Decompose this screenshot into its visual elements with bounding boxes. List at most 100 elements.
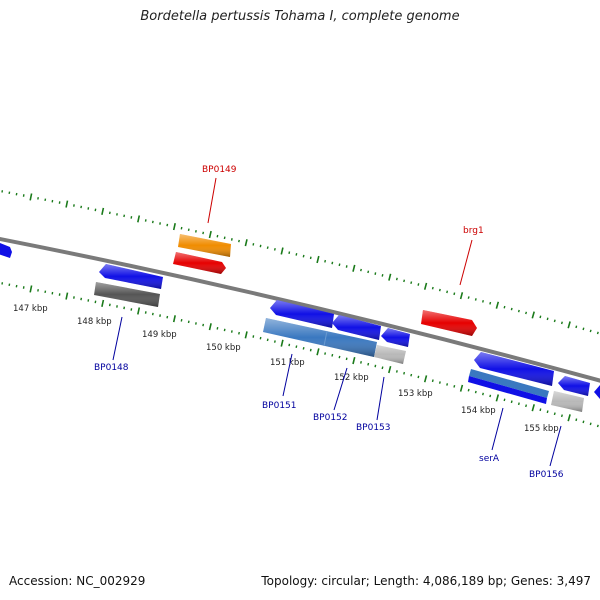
outer-minor-tick [151, 220, 154, 224]
outer-minor-tick [589, 329, 592, 333]
inner-minor-tick [44, 290, 47, 294]
inner-minor-tick [517, 402, 520, 406]
outer-major-tick [65, 200, 69, 208]
feature-blue-bp0152[interactable] [332, 315, 381, 340]
gene-label-brg1[interactable]: brg1 [463, 226, 484, 236]
outer-minor-tick [453, 292, 456, 296]
inner-minor-tick [525, 404, 528, 408]
inner-major-tick [280, 339, 284, 347]
inner-minor-tick [273, 340, 276, 343]
inner-minor-tick [546, 410, 549, 414]
outer-tick-track [1, 190, 599, 335]
outer-minor-tick [338, 263, 341, 267]
feature-red-brg1[interactable] [421, 310, 477, 336]
accession-text: Accession: NC_002929 [9, 574, 146, 588]
inner-minor-tick [159, 314, 161, 317]
inner-minor-tick [202, 323, 205, 327]
inner-minor-tick [446, 383, 449, 386]
inner-minor-tick [223, 328, 226, 332]
outer-minor-tick [482, 300, 484, 303]
inner-minor-tick [474, 390, 477, 394]
feature-blue-bp0156[interactable] [558, 376, 590, 396]
outer-minor-tick [180, 226, 183, 230]
leader-bp0149 [207, 177, 217, 224]
outer-minor-tick [309, 256, 312, 260]
leader-bp0156 [549, 425, 562, 467]
gene-label-bp0152[interactable]: BP0152 [313, 413, 348, 423]
inner-minor-tick [187, 320, 190, 324]
outer-minor-tick [474, 298, 477, 301]
outer-minor-tick [223, 236, 226, 240]
feature-gray-bp0148[interactable] [94, 282, 160, 307]
inner-major-tick [352, 357, 356, 365]
gene-label-bp0148[interactable]: BP0148 [94, 363, 129, 373]
outer-minor-tick [367, 270, 370, 274]
gene-label-bp0153[interactable]: BP0153 [356, 423, 391, 433]
outer-minor-tick [108, 211, 111, 215]
outer-minor-tick [467, 296, 470, 299]
feature-blue-right-edge[interactable] [594, 385, 600, 400]
outer-major-tick [423, 282, 428, 290]
inner-major-tick [316, 348, 320, 356]
inner-minor-tick [37, 289, 39, 292]
inner-minor-tick [438, 381, 441, 384]
gene-label-bp0151[interactable]: BP0151 [262, 401, 297, 411]
inner-minor-tick [553, 412, 556, 416]
feature-steelblue-bp0151-bp0152[interactable] [263, 318, 377, 357]
feature-blue-sera[interactable] [474, 352, 554, 386]
feature-lightgray-bp0156[interactable] [551, 391, 584, 412]
inner-minor-tick [15, 284, 18, 288]
inner-major-tick [29, 285, 33, 293]
outer-major-tick [280, 247, 284, 255]
feature-blue-bp0153[interactable] [381, 328, 410, 347]
feature-steelblue-sera[interactable] [468, 369, 549, 404]
gene-label-bp0149[interactable]: BP0149 [202, 165, 237, 175]
outer-minor-tick [582, 327, 585, 331]
inner-minor-tick [467, 388, 470, 392]
ruler-label-149: 149 kbp [142, 330, 177, 340]
outer-minor-tick [403, 279, 406, 283]
outer-minor-tick [44, 198, 47, 202]
inner-minor-tick [166, 315, 169, 319]
inner-minor-tick [560, 414, 563, 418]
inner-minor-tick [575, 418, 578, 422]
feature-lightgray-bp0153[interactable] [374, 345, 406, 364]
leader-sera [491, 407, 504, 451]
feature-blue-left-edge[interactable] [0, 241, 12, 258]
inner-minor-tick [589, 422, 592, 426]
outer-minor-tick [230, 238, 233, 241]
outer-minor-tick [503, 305, 506, 309]
outer-minor-tick [575, 325, 578, 329]
outer-minor-tick [438, 288, 441, 292]
inner-major-tick [244, 331, 248, 339]
inner-minor-tick [482, 392, 484, 396]
outer-minor-tick [73, 204, 75, 207]
inner-minor-tick [238, 331, 240, 335]
outer-minor-tick [8, 191, 11, 195]
inner-minor-tick [108, 303, 111, 307]
feature-red-bp0149[interactable] [173, 252, 226, 274]
outer-major-tick [495, 301, 500, 309]
feature-orange-bp0149[interactable] [178, 234, 231, 257]
feature-blue-bp0151[interactable] [270, 300, 334, 328]
outer-minor-tick [560, 321, 563, 325]
outer-minor-tick [252, 243, 255, 246]
inner-minor-tick [123, 306, 126, 310]
outer-minor-tick [546, 317, 549, 321]
outer-minor-tick [202, 231, 205, 235]
outer-major-tick [29, 193, 33, 201]
inner-minor-tick [503, 398, 506, 402]
ruler-label-153: 153 kbp [398, 389, 433, 399]
inner-minor-tick [331, 353, 334, 357]
gene-label-sera[interactable]: serA [479, 454, 500, 464]
feature-blue-bp0148[interactable] [99, 264, 163, 289]
gene-label-bp0156[interactable]: BP0156 [529, 470, 564, 480]
ruler-label-155: 155 kbp [524, 424, 559, 434]
outer-major-tick [101, 207, 105, 215]
ruler-label-154: 154 kbp [461, 406, 496, 416]
inner-minor-tick [417, 375, 420, 379]
ruler-label-152: 152 kbp [334, 373, 369, 383]
inner-major-tick [459, 384, 464, 392]
outer-minor-tick [130, 216, 133, 219]
inner-minor-tick [195, 322, 197, 325]
